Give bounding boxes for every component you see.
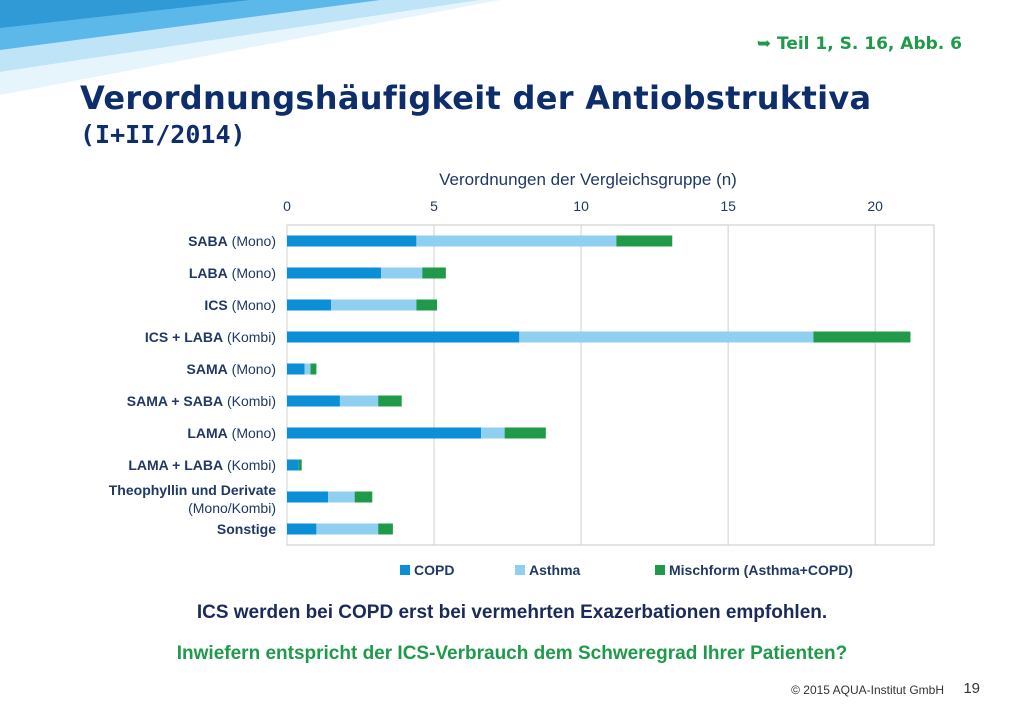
bar-asthma (316, 523, 379, 535)
category-label: Sonstige (217, 521, 276, 537)
bar-mischform (378, 523, 393, 535)
x-axis-label: Verordnungen der Vergleichsgruppe (n) (439, 170, 737, 189)
copyright: © 2015 AQUA-Institut GmbH (791, 683, 944, 697)
bar-asthma (328, 491, 355, 503)
bar-copd (287, 363, 305, 375)
decor-stripe-pale (0, 0, 500, 95)
bar-copd (287, 459, 299, 471)
bar-copd (287, 395, 340, 407)
bar-mischform (416, 299, 437, 311)
legend-swatch-asthma (515, 565, 525, 575)
bar-asthma (416, 235, 617, 247)
bars (287, 235, 911, 535)
bar-asthma (519, 331, 814, 343)
bar-copd (287, 523, 317, 535)
bar-mischform (298, 459, 302, 471)
page-title: Verordnungshäufigkeit der Antiobstruktiv… (80, 79, 872, 117)
decor-stripe-dark (0, 0, 250, 28)
page-number: 19 (963, 680, 980, 697)
x-tick-label: 0 (283, 198, 291, 214)
bar-mischform (422, 267, 446, 279)
category-label: LAMA (Mono) (187, 425, 276, 441)
bar-copd (287, 427, 482, 439)
category-label-line2: (Mono/Kombi) (188, 500, 276, 516)
legend-swatch-copd (400, 565, 410, 575)
bar-mischform (354, 491, 373, 503)
footer-statement: ICS werden bei COPD erst bei vermehrten … (196, 602, 828, 623)
legend-label-asthma: Asthma (529, 562, 581, 578)
legend: COPD Asthma Mischform (Asthma+COPD) (400, 562, 853, 578)
bar-chart: Verordnungen der Vergleichsgruppe (n) 0 5… (109, 170, 935, 578)
category-label: ICS (Mono) (204, 297, 276, 313)
x-tick-label: 10 (573, 198, 589, 214)
category-label: ICS + LABA (Kombi) (145, 329, 276, 345)
bar-copd (287, 331, 520, 343)
x-tick-labels: 0 5 10 15 20 (283, 198, 883, 214)
bar-copd (287, 491, 329, 503)
legend-label-mischform: Mischform (Asthma+COPD) (669, 562, 853, 578)
x-tick-label: 15 (720, 198, 736, 214)
bar-asthma (339, 395, 379, 407)
bar-asthma (381, 267, 423, 279)
footer-question: Inwiefern entspricht der ICS-Verbrauch d… (176, 643, 848, 664)
category-label: SAMA (Mono) (187, 361, 276, 377)
category-label: LAMA + LABA (Kombi) (128, 457, 276, 473)
bar-copd (287, 299, 332, 311)
header-decoration (0, 0, 500, 95)
legend-swatch-mischform (655, 565, 665, 575)
x-tick-label: 5 (430, 198, 438, 214)
bar-mischform (504, 427, 546, 439)
bar-mischform (616, 235, 673, 247)
x-tick-label: 20 (867, 198, 883, 214)
legend-label-copd: COPD (414, 562, 454, 578)
category-label: LABA (Mono) (189, 265, 276, 281)
page-subtitle: (I+II/2014) (80, 120, 246, 149)
category-label: SAMA + SABA (Kombi) (127, 393, 276, 409)
bar-copd (287, 235, 417, 247)
reference-note: ➥ Teil 1, S. 16, Abb. 6 (756, 34, 962, 54)
bar-copd (287, 267, 382, 279)
category-label: Theophyllin und Derivate (109, 482, 276, 498)
bar-mischform (310, 363, 317, 375)
bar-asthma (481, 427, 505, 439)
category-label: SABA (Mono) (188, 233, 276, 249)
category-labels: SABA (Mono) LABA (Mono) ICS (Mono) ICS + LA… (109, 233, 276, 537)
bar-asthma (331, 299, 417, 311)
bar-mischform (378, 395, 402, 407)
bar-mischform (813, 331, 911, 343)
bar-asthma (304, 363, 311, 375)
